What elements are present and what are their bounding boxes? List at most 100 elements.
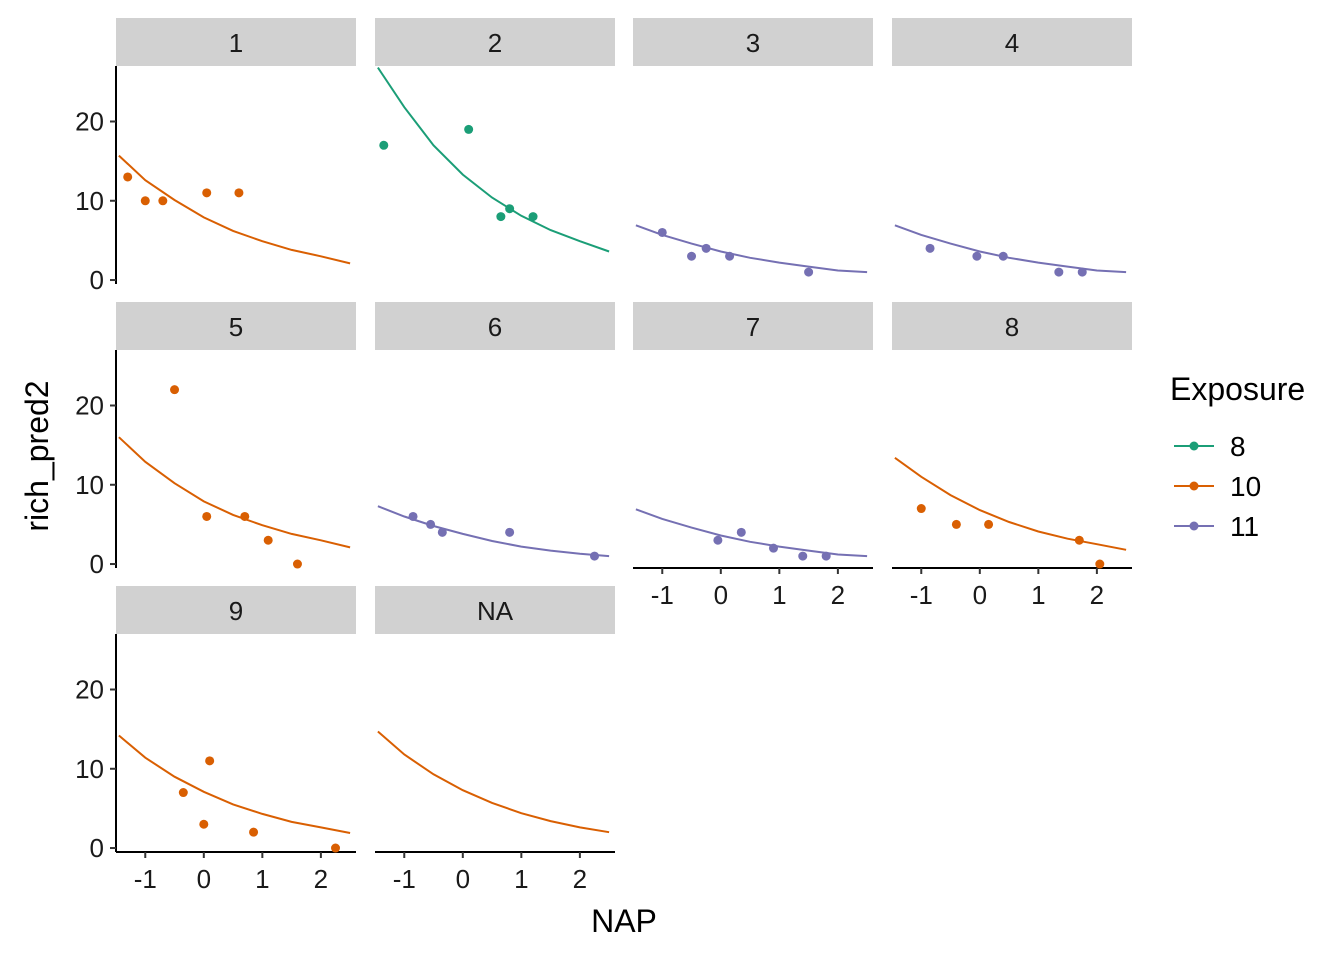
fit-curve	[118, 436, 351, 549]
data-point	[1077, 267, 1087, 277]
fit-curve	[635, 224, 868, 274]
data-point	[178, 788, 188, 798]
data-point	[713, 535, 723, 545]
data-point	[1095, 559, 1105, 569]
facet-label: NA	[477, 596, 514, 626]
x-tick-label: 2	[831, 580, 845, 610]
data-point	[951, 519, 961, 529]
data-point	[263, 535, 273, 545]
x-tick-label: 1	[514, 864, 528, 894]
data-point	[768, 543, 778, 553]
fit-curve	[377, 730, 610, 834]
x-tick-label: 1	[1031, 580, 1045, 610]
x-tick-label: 0	[456, 864, 470, 894]
x-tick-label: -1	[910, 580, 933, 610]
facet-label: 2	[488, 28, 502, 58]
data-point	[170, 385, 180, 395]
data-point	[234, 188, 244, 198]
data-point	[1054, 267, 1064, 277]
data-point	[140, 196, 150, 206]
x-tick-label: 1	[772, 580, 786, 610]
data-point	[505, 204, 515, 214]
data-point	[123, 172, 133, 182]
facet-label: 1	[229, 28, 243, 58]
data-point	[701, 243, 711, 253]
facet-strip	[633, 302, 873, 350]
x-tick-label: -1	[651, 580, 674, 610]
data-point	[687, 251, 697, 261]
fit-curve	[894, 456, 1127, 551]
facet-label: 3	[746, 28, 760, 58]
y-axis-title: rich_pred2	[19, 380, 55, 531]
data-point	[798, 551, 808, 561]
data-point	[925, 243, 935, 253]
data-point	[528, 212, 538, 222]
x-tick-label: -1	[134, 864, 157, 894]
data-point	[240, 511, 250, 521]
data-point	[972, 251, 982, 261]
facet-strip	[116, 302, 356, 350]
data-point	[408, 511, 418, 521]
y-tick-label: 0	[90, 549, 104, 579]
facet-label: 7	[746, 312, 760, 342]
facet-strip	[633, 18, 873, 66]
data-point	[292, 559, 302, 569]
data-point	[199, 819, 209, 829]
x-tick-label: 2	[314, 864, 328, 894]
legend-key-point	[1189, 481, 1199, 491]
x-axis-title: NAP	[591, 903, 657, 939]
data-point	[505, 527, 515, 537]
fit-curve	[118, 734, 351, 834]
legend-key-point	[1189, 521, 1199, 531]
data-point	[736, 527, 746, 537]
legend-label: 10	[1230, 471, 1261, 502]
y-tick-label: 20	[75, 390, 104, 420]
legend-title: Exposure	[1170, 371, 1305, 407]
facet-strip	[116, 18, 356, 66]
legend-label: 8	[1230, 431, 1246, 462]
x-tick-label: 0	[197, 864, 211, 894]
facet-label: 5	[229, 312, 243, 342]
data-point	[205, 756, 215, 766]
facet-strip	[892, 302, 1132, 350]
data-point	[821, 551, 831, 561]
fit-curve	[894, 224, 1127, 274]
x-tick-label: 1	[255, 864, 269, 894]
data-point	[496, 212, 506, 222]
facet-strip	[375, 302, 615, 350]
data-point	[202, 188, 212, 198]
y-tick-label: 20	[75, 106, 104, 136]
x-tick-label: 2	[1090, 580, 1104, 610]
data-point	[804, 267, 814, 277]
y-tick-label: 0	[90, 265, 104, 295]
fit-curve	[118, 154, 351, 265]
data-point	[916, 504, 926, 514]
data-point	[984, 519, 994, 529]
y-tick-label: 0	[90, 833, 104, 863]
data-point	[426, 519, 436, 529]
data-point	[437, 527, 447, 537]
data-point	[1074, 535, 1084, 545]
y-tick-label: 20	[75, 674, 104, 704]
legend-label: 11	[1230, 511, 1259, 542]
data-point	[998, 251, 1008, 261]
facet-label: 8	[1005, 312, 1019, 342]
y-tick-label: 10	[75, 470, 104, 500]
facet-label: 4	[1005, 28, 1019, 58]
fit-curve	[377, 67, 610, 253]
x-tick-label: 2	[573, 864, 587, 894]
facet-label: 6	[488, 312, 502, 342]
facet-strip	[892, 18, 1132, 66]
data-point	[464, 124, 474, 134]
facet-strip	[116, 586, 356, 634]
y-tick-label: 10	[75, 186, 104, 216]
y-tick-label: 10	[75, 754, 104, 784]
x-tick-label: -1	[393, 864, 416, 894]
data-point	[158, 196, 168, 206]
data-point	[725, 251, 735, 261]
facet-strip	[375, 18, 615, 66]
x-tick-label: 0	[973, 580, 987, 610]
facet-strip	[375, 586, 615, 634]
